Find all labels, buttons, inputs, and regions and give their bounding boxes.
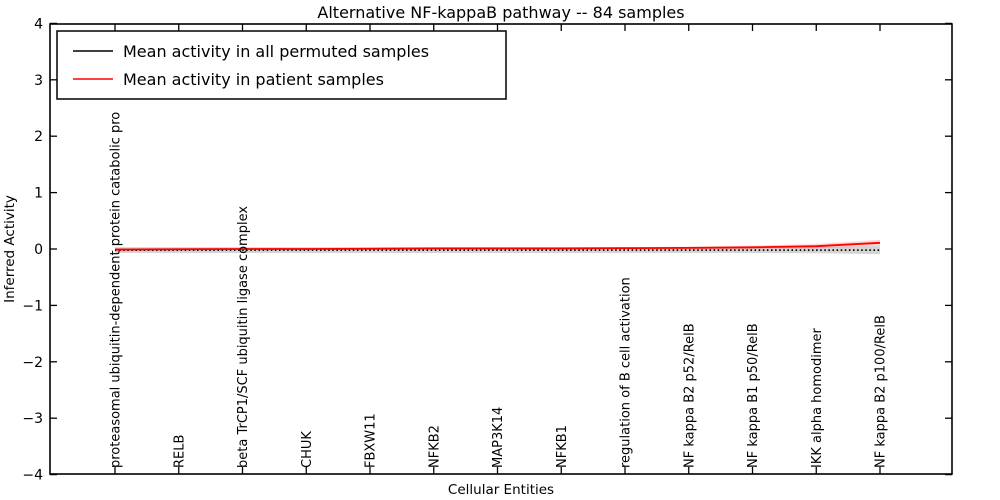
y-tick-label: 2 <box>34 129 43 145</box>
x-tick-label: FBXW11 <box>364 413 379 468</box>
x-tick-label: NF kappa B2 p52/RelB <box>682 323 697 468</box>
y-tick-label: −1 <box>22 298 43 314</box>
series-line-patient <box>114 241 881 251</box>
chart-title: Alternative NF-kappaB pathway -- 84 samp… <box>317 3 684 22</box>
y-tick-label: −4 <box>22 468 43 484</box>
legend-box <box>56 30 507 100</box>
y-tick-label: −2 <box>22 355 43 371</box>
x-tick-label: MAP3K14 <box>491 407 506 468</box>
x-tick-label: proteasomal ubiquitin-dependent protein … <box>109 112 124 468</box>
legend-label-patient: Mean activity in patient samples <box>123 70 384 89</box>
y-tick-label: 1 <box>34 186 43 202</box>
y-tick-label: 3 <box>34 73 43 89</box>
x-tick-label: NF kappa B1 p50/RelB <box>746 323 761 468</box>
x-tick-label: NFKB2 <box>427 425 442 468</box>
plot-area: −4 −3 −2 −1 0 1 2 3 4 proteasomal ubiquitin-depen… <box>22 16 952 484</box>
x-axis-label: Cellular Entities <box>448 482 554 498</box>
x-tick-label: beta TrCP1/SCF ubiquitin ligase complex <box>236 206 251 468</box>
y-tick-label: 0 <box>34 242 43 258</box>
x-tick-label: IKK alpha homodimer <box>810 327 825 468</box>
y-axis-label: Inferred Activity <box>2 195 18 303</box>
y-tick-label: 4 <box>34 16 43 32</box>
x-tick-label: RELB <box>172 435 187 468</box>
x-tick-label: regulation of B cell activation <box>619 277 634 468</box>
x-tick-label: NFKB1 <box>555 425 570 468</box>
legend-label-permuted: Mean activity in all permuted samples <box>123 42 429 61</box>
plot-frame <box>49 23 953 475</box>
y-tick-label: −3 <box>22 411 43 427</box>
x-tick-label: CHUK <box>300 431 315 468</box>
legend: Mean activity in all permuted samples Me… <box>56 30 507 100</box>
x-tick-label: NF kappa B2 p100/RelB <box>874 315 889 468</box>
